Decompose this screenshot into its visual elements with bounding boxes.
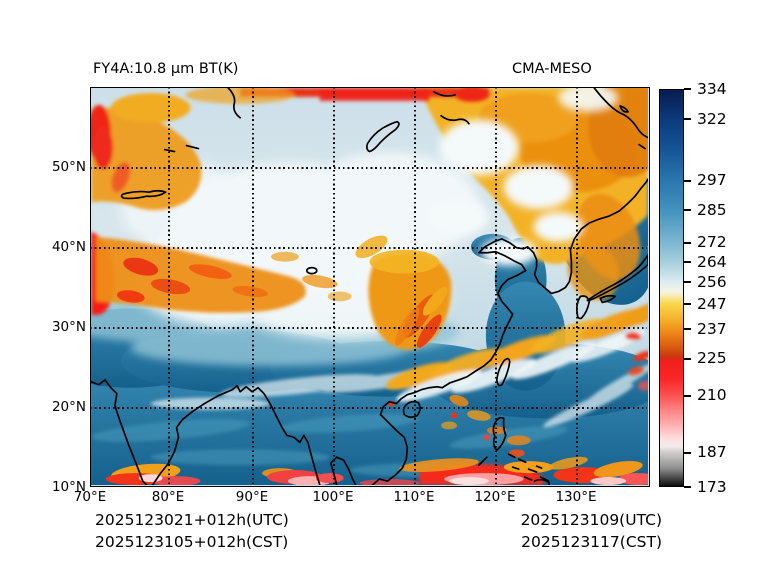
init-time-cst: 2025123105+012h(CST) bbox=[95, 533, 289, 551]
gridline-30N bbox=[90, 327, 647, 329]
gridline-40N bbox=[90, 247, 647, 249]
x-tick-80E: 80°E bbox=[151, 489, 185, 505]
gridline-120E bbox=[495, 87, 497, 484]
colorbar-tickmark bbox=[684, 242, 691, 244]
colorbar-tickmark bbox=[684, 395, 691, 397]
colorbar-label-334: 334 bbox=[697, 80, 727, 98]
y-tick-40N: 40°N bbox=[51, 239, 86, 255]
colorbar-tickmark bbox=[684, 303, 691, 305]
gridline-100E bbox=[333, 87, 335, 484]
y-tick-20N: 20°N bbox=[51, 399, 86, 415]
gridline-130E bbox=[576, 87, 578, 484]
colorbar-label-297: 297 bbox=[697, 171, 727, 189]
colorbar-tickmark bbox=[684, 209, 691, 211]
figure-title-right: CMA-MESO bbox=[512, 61, 592, 77]
x-tick-120E: 120°E bbox=[474, 489, 516, 505]
y-tick-10N: 10°N bbox=[51, 479, 86, 495]
gridline-80E bbox=[168, 87, 170, 484]
scattered-convection-south bbox=[388, 394, 531, 458]
colorbar-label-237: 237 bbox=[697, 320, 727, 338]
gridline-90E bbox=[252, 87, 254, 484]
colorbar-label-225: 225 bbox=[697, 349, 727, 367]
valid-time-utc: 2025123109(UTC) bbox=[520, 511, 662, 529]
init-time-utc: 2025123021+012h(UTC) bbox=[95, 511, 289, 529]
cloud-band-subtropical bbox=[386, 301, 648, 402]
colorbar-label-247: 247 bbox=[697, 295, 727, 313]
colorbar-label-187: 187 bbox=[697, 443, 727, 461]
colorbar-label-173: 173 bbox=[697, 478, 727, 496]
colorbar-label-322: 322 bbox=[697, 110, 727, 128]
colorbar-label-272: 272 bbox=[697, 233, 727, 251]
y-tick-50N: 50°N bbox=[51, 159, 86, 175]
x-tick-130E: 130°E bbox=[555, 489, 597, 505]
cold-cloud-top-strip bbox=[185, 88, 490, 104]
colorbar-tickmark bbox=[684, 486, 691, 488]
map-plot-area bbox=[90, 87, 650, 487]
x-tick-90E: 90°E bbox=[235, 489, 269, 505]
satellite-bt-map-image bbox=[91, 88, 648, 485]
colorbar-tickmark bbox=[684, 328, 691, 330]
x-tick-100E: 100°E bbox=[312, 489, 354, 505]
figure-title-left: FY4A:10.8 μm BT(K) bbox=[93, 61, 239, 77]
colorbar bbox=[659, 89, 684, 487]
deep-convection-bottom bbox=[105, 456, 648, 485]
gridline-50N bbox=[90, 167, 647, 169]
y-tick-30N: 30°N bbox=[51, 319, 86, 335]
x-tick-70E: 70°E bbox=[73, 489, 107, 505]
colorbar-label-210: 210 bbox=[697, 386, 727, 404]
valid-time-cst: 2025123117(CST) bbox=[521, 533, 662, 551]
colorbar-label-256: 256 bbox=[697, 273, 727, 291]
colorbar-tickmark bbox=[684, 452, 691, 454]
colorbar-tickmark bbox=[684, 88, 691, 90]
colorbar-label-285: 285 bbox=[697, 201, 727, 219]
colorbar-tickmark bbox=[684, 118, 691, 120]
colorbar-tickmark bbox=[684, 358, 691, 360]
colorbar-tickmark bbox=[684, 261, 691, 263]
gridline-20N bbox=[90, 407, 647, 409]
gridline-110E bbox=[414, 87, 416, 484]
colorbar-tickmark bbox=[684, 281, 691, 283]
x-tick-110E: 110°E bbox=[393, 489, 435, 505]
colorbar-label-264: 264 bbox=[697, 253, 727, 271]
colorbar-tickmark bbox=[684, 180, 691, 182]
